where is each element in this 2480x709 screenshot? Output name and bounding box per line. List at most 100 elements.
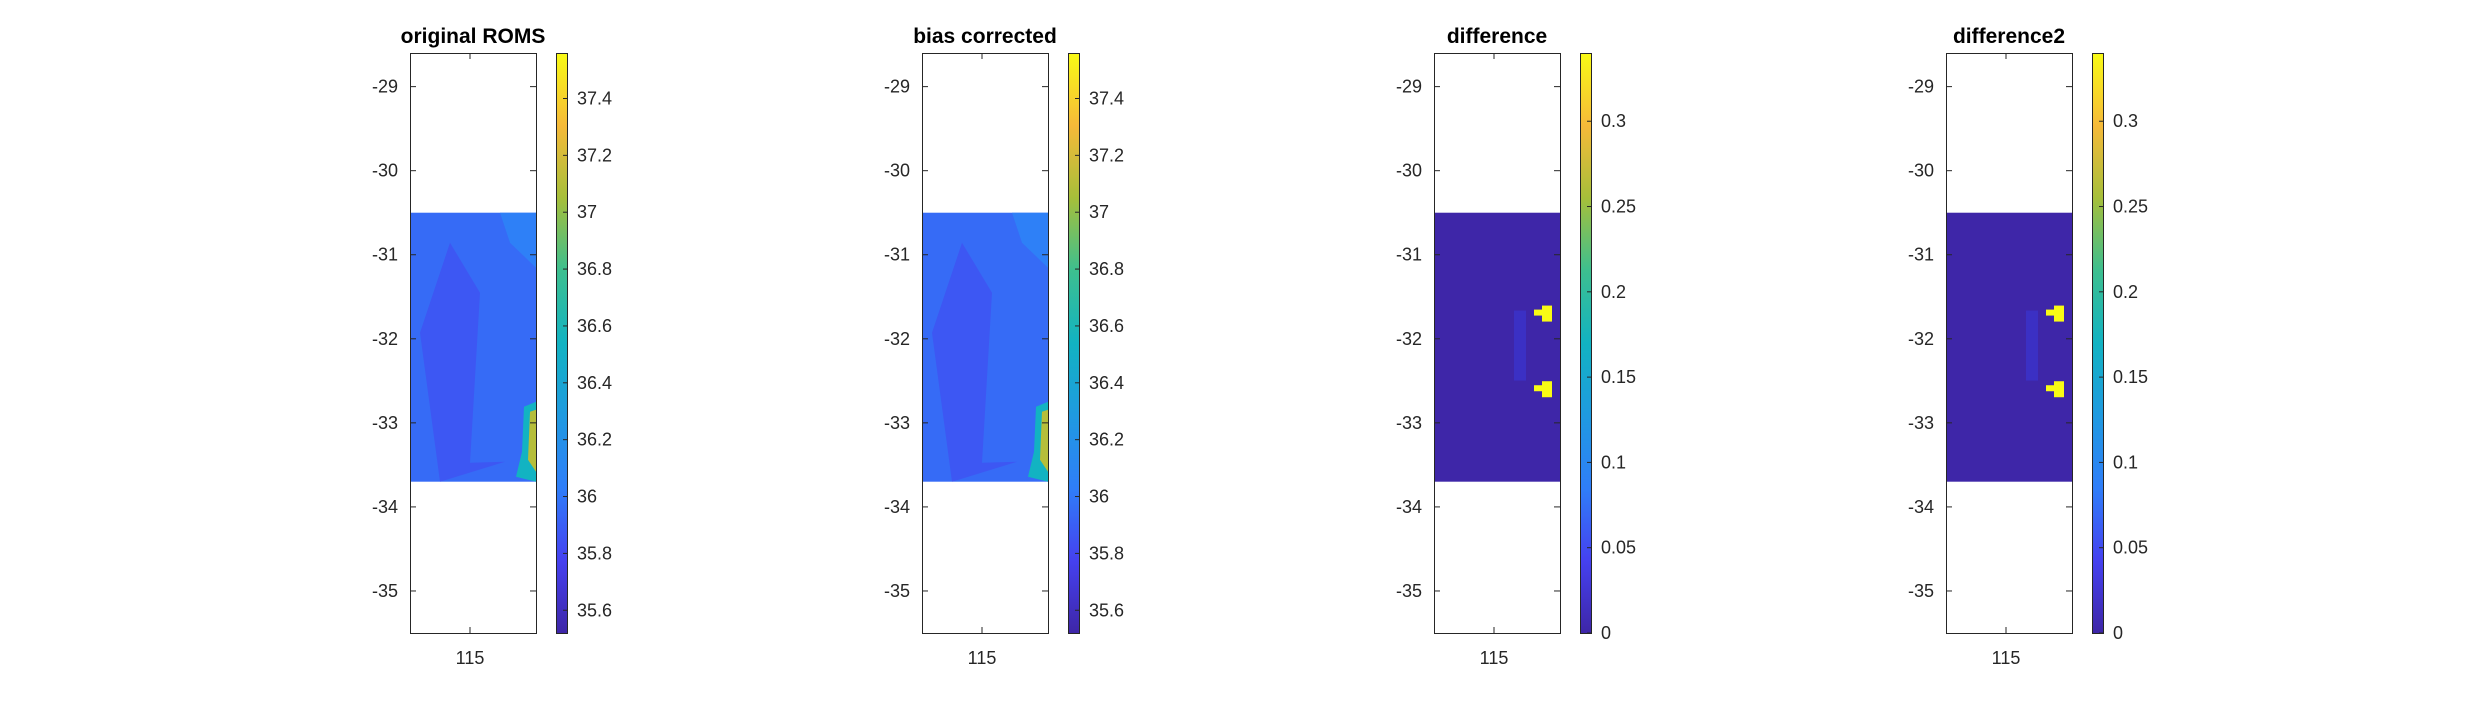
y-tick-label: -29 [1908,77,1934,97]
y-tick-label: -29 [1396,77,1422,97]
colorbar [556,53,567,633]
colorbar-tick-label: 0.1 [1601,452,1626,472]
panel-4: difference2 -29 -30 -31 -32 -33 -34 -35 115 0 0.05… [1908,25,2148,668]
axes-box [410,53,537,634]
colorbar-tick-label: 37.4 [1089,88,1124,108]
faint-band [2026,310,2038,381]
y-tick-label: -35 [1908,581,1934,601]
colorbar [1580,53,1591,633]
y-tick-label: -34 [884,497,910,517]
colorbar-tick-label: 35.6 [1089,600,1124,620]
y-tick-label: -29 [884,77,910,97]
colorbar-tick-label: 36.2 [1089,430,1124,450]
colorbar-tick-label: 36 [1089,487,1109,507]
colorbar-tick-label: 36.8 [1089,259,1124,279]
difference-patch [1542,381,1552,398]
colorbar-tick-label: 0.25 [1601,197,1636,217]
y-tick-label: -32 [1908,329,1934,349]
colorbar-tick-label: 36.6 [577,316,612,336]
axes-box [1434,53,1561,634]
y-tick-label: -29 [372,77,398,97]
y-tick-label: -31 [1908,245,1934,265]
colorbar [2092,53,2103,633]
patch-north-east-edge [1012,212,1048,268]
panel-1: original ROMS -29 -30 -31 -32 -33 -34 -35 115 35.… [372,25,612,668]
colorbar-tick-label: 37 [1089,202,1109,222]
axes-box [1946,53,2073,634]
colorbar-tick-label: 37.4 [577,88,612,108]
colorbar-tick-label: 0.1 [2113,452,2138,472]
colorbar [1068,53,1079,633]
panel-title: difference2 [1953,25,2065,48]
x-tick-label: 115 [456,648,485,668]
difference-patch [2046,385,2054,392]
colorbar-frame [1068,53,1080,634]
y-tick-label: -35 [372,581,398,601]
y-tick-label: -33 [372,413,398,433]
colorbar-tick-label: 0.05 [2113,538,2148,558]
colorbar-tick-label: 36.6 [1089,316,1124,336]
y-tick-label: -34 [1396,497,1422,517]
patch-western-shelf [932,242,1017,482]
y-tick-label: -30 [884,161,910,181]
x-tick-label: 115 [1480,648,1509,668]
colorbar-tick-label: 37.2 [1089,145,1124,165]
axes-box [922,53,1049,634]
y-tick-label: -31 [1396,245,1422,265]
difference-patch [2054,381,2064,398]
colorbar-tick-label: 0.2 [2113,282,2138,302]
colorbar-tick-label: 0 [1601,623,1611,643]
difference-patch [1534,309,1542,316]
colorbar-tick-label: 36.2 [577,430,612,450]
patch-north-east-edge [500,212,536,268]
colorbar-tick-label: 37 [577,202,597,222]
colorbar-frame [556,53,568,634]
y-tick-label: -32 [372,329,398,349]
colorbar-tick-label: 37.2 [577,145,612,165]
y-tick-label: -34 [372,497,398,517]
data-field [1946,212,2072,482]
patch-western-shelf [420,242,505,482]
colorbar-tick-label: 36.8 [577,259,612,279]
colorbar-tick-label: 0.05 [1601,538,1636,558]
difference-patch [2046,309,2054,316]
difference-patch [1542,305,1552,322]
y-tick-label: -33 [884,413,910,433]
y-tick-label: -35 [884,581,910,601]
patch-south-east-coast [1040,409,1048,472]
y-tick-label: -33 [1908,413,1934,433]
x-tick-label: 115 [968,648,997,668]
x-tick-label: 115 [1992,648,2021,668]
y-tick-label: -31 [372,245,398,265]
colorbar-tick-label: 0.25 [2113,197,2148,217]
colorbar-tick-label: 0.15 [2113,367,2148,387]
colorbar-tick-label: 0 [2113,623,2123,643]
colorbar-tick-label: 36.4 [1089,373,1124,393]
panel-title: bias corrected [913,25,1057,48]
patch-south-east-coast [528,409,536,472]
y-tick-label: -30 [1908,161,1934,181]
y-tick-label: -31 [884,245,910,265]
colorbar-tick-label: 35.8 [577,543,612,563]
y-tick-label: -32 [1396,329,1422,349]
colorbar-tick-label: 35.8 [1089,543,1124,563]
panel-title: difference [1447,25,1547,48]
data-field [1434,212,1560,482]
y-tick-label: -30 [1396,161,1422,181]
difference-patch [1534,385,1542,392]
colorbar-tick-label: 0.2 [1601,282,1626,302]
colorbar-tick-label: 0.3 [1601,111,1626,131]
y-tick-label: -34 [1908,497,1934,517]
colorbar-tick-label: 36 [577,487,597,507]
y-tick-label: -32 [884,329,910,349]
colorbar-tick-label: 0.3 [2113,111,2138,131]
colorbar-tick-label: 35.6 [577,600,612,620]
colorbar-tick-label: 36.4 [577,373,612,393]
y-tick-label: -35 [1396,581,1422,601]
y-tick-label: -33 [1396,413,1422,433]
y-tick-label: -30 [372,161,398,181]
colorbar-frame [2092,53,2104,634]
panel-title: original ROMS [401,25,546,48]
panel-3: difference -29 -30 -31 -32 -33 -34 -35 115 0 0.05 0… [1396,25,1636,668]
